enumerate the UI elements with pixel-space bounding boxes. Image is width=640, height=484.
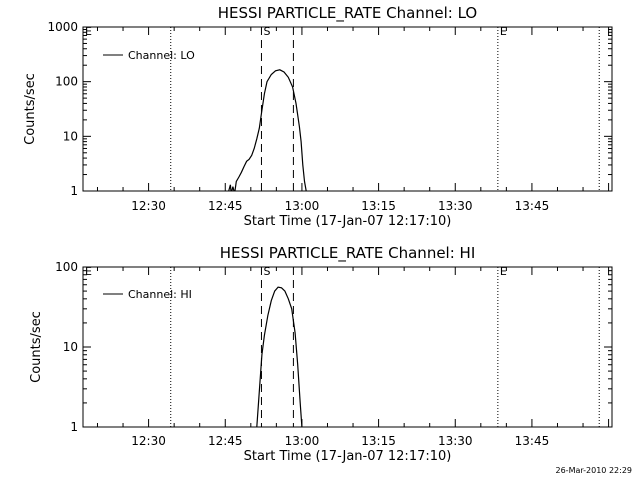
y-axis-label: Counts/sec <box>23 73 38 145</box>
y-tick-label: 10 <box>63 129 78 143</box>
x-tick-label: 13:30 <box>438 199 473 213</box>
x-tick-label: 13:45 <box>515 199 550 213</box>
event-marker-label: E <box>85 265 92 278</box>
legend-label: Channel: LO <box>128 49 195 62</box>
y-tick-label: 1 <box>70 420 78 434</box>
y-tick-label: 10 <box>63 340 78 354</box>
event-marker-label: E <box>85 25 92 38</box>
chart-panel-2: HESSI PARTICLE_RATE Channel: HI 1 10 100 12:… <box>29 244 613 464</box>
y-tick-label: 100 <box>55 75 78 89</box>
chart-title: HESSI PARTICLE_RATE Channel: LO <box>218 4 477 23</box>
x-tick-label: 13:00 <box>285 434 320 448</box>
plot-frame <box>82 26 613 192</box>
y-axis-label: Counts/sec <box>29 311 44 383</box>
x-axis-label: Start Time (17-Jan-07 12:17:10) <box>244 214 452 229</box>
x-axis-label: Start Time (17-Jan-07 12:17:10) <box>244 449 452 464</box>
x-tick-label: 13:15 <box>361 199 396 213</box>
y-tick-label: 1000 <box>47 20 78 34</box>
x-tick-label: 13:15 <box>361 434 396 448</box>
series-line <box>256 286 303 427</box>
x-tick-label: 13:00 <box>285 199 320 213</box>
series-line <box>228 69 307 191</box>
chart-panel-1: HESSI PARTICLE_RATE Channel: LO 1 10 100 100… <box>23 4 613 229</box>
legend-label: Channel: HI <box>128 288 192 301</box>
event-marker-label: S <box>263 25 270 38</box>
event-marker-label: E <box>500 265 507 278</box>
x-tick-label: 13:45 <box>515 434 550 448</box>
y-tick-label: 100 <box>55 260 78 274</box>
timestamp-label: 26-Mar-2010 22:29 <box>555 466 633 475</box>
chart-title: HESSI PARTICLE_RATE Channel: HI <box>220 244 476 263</box>
event-marker-label: S <box>263 265 270 278</box>
x-tick-label: 13:30 <box>438 434 473 448</box>
x-tick-label: 12:30 <box>131 434 166 448</box>
y-tick-label: 1 <box>70 184 78 198</box>
event-marker-label: E <box>500 25 507 38</box>
x-tick-label: 12:30 <box>131 199 166 213</box>
x-tick-label: 12:45 <box>208 199 243 213</box>
x-tick-label: 12:45 <box>208 434 243 448</box>
